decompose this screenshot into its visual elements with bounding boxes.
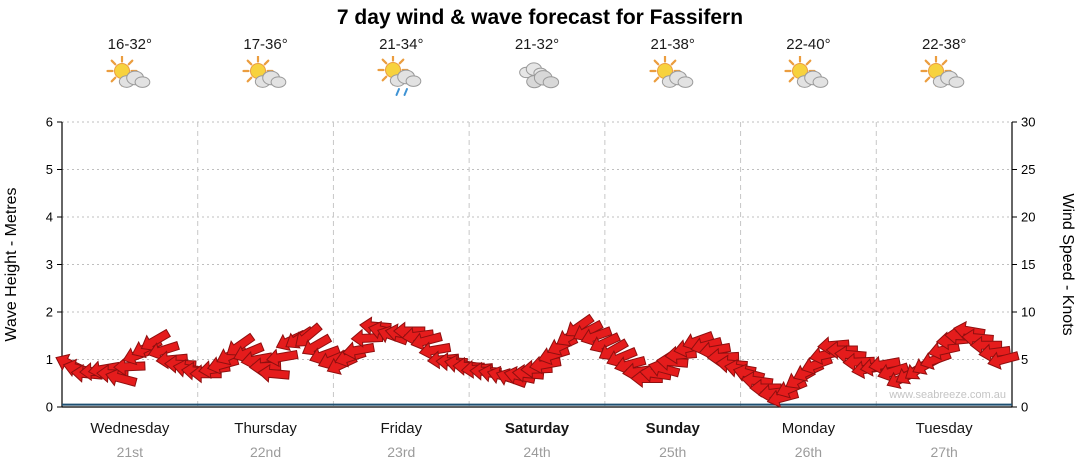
cloud-icon <box>519 62 560 89</box>
temperature-range: 21-34° <box>379 36 424 53</box>
day-name-label: Saturday <box>505 420 570 437</box>
wind-arrow <box>868 355 901 375</box>
wind-arrow <box>978 343 1011 363</box>
wind-arrow-shape <box>589 332 621 354</box>
sun-cloud-icon <box>241 56 286 88</box>
wind-arrow-shape <box>301 333 333 356</box>
day-header: 21-38° <box>613 36 733 103</box>
temperature-range: 21-38° <box>650 36 695 53</box>
temperature-range: 16-32° <box>107 36 153 53</box>
wind-arrow <box>410 332 443 351</box>
left-tick-label: 2 <box>46 305 53 320</box>
day-date-label: 24th <box>523 444 550 460</box>
wind-arrow-shape <box>842 352 875 372</box>
day-header: 21-32° <box>477 36 597 103</box>
temperature-range: 22-40° <box>786 36 831 53</box>
wind-arrow <box>418 341 452 361</box>
wind-arrow-shape <box>418 341 452 361</box>
wind-arrow-shape <box>265 348 299 368</box>
day-date-label: 25th <box>659 444 686 460</box>
wind-arrow <box>877 362 910 382</box>
day-header: 16-32° <box>70 36 190 103</box>
day-header: 17-36° <box>206 36 326 103</box>
temperature-range: 22-38° <box>921 36 967 53</box>
wind-arrow-shape <box>987 351 1020 370</box>
sun-cloud-rain-icon <box>377 56 422 96</box>
wind-arrow <box>589 332 621 354</box>
wind-arrow-shape <box>580 326 613 347</box>
wind-arrow <box>842 352 875 372</box>
wind-arrow <box>301 333 333 356</box>
wind-arrow-shape <box>969 335 1003 355</box>
right-tick-label: 0 <box>1021 400 1028 415</box>
wind-arrow <box>987 351 1020 370</box>
wind-arrow <box>265 348 299 368</box>
day-name-label: Sunday <box>646 420 701 437</box>
wind-arrow-shape <box>342 341 375 361</box>
wind-arrow <box>969 335 1003 355</box>
wind-arrow <box>580 326 613 347</box>
right-tick-label: 20 <box>1021 210 1035 225</box>
day-header: 22-40° <box>748 36 868 103</box>
chart-title: 7 day wind & wave forecast for Fassifern <box>336 6 744 29</box>
left-tick-label: 6 <box>46 115 53 130</box>
day-date-label: 22nd <box>250 444 281 460</box>
day-name-label: Wednesday <box>90 420 169 437</box>
left-tick-label: 1 <box>46 352 53 367</box>
day-date-label: 26th <box>795 444 822 460</box>
right-axis-title: Wind Speed - Knots <box>1059 193 1076 335</box>
day-name-label: Friday <box>380 420 422 437</box>
day-headers: 16-32° 17-36° 21-34° 21-32° 21-38° 22-40… <box>0 36 1080 120</box>
wind-arrow-series <box>55 313 1020 408</box>
left-tick-label: 0 <box>46 400 53 415</box>
left-tick-label: 3 <box>46 257 53 272</box>
wind-arrow <box>342 341 375 361</box>
wind-arrow <box>105 368 138 387</box>
wind-arrow <box>113 357 146 377</box>
day-name-label: Tuesday <box>916 420 973 437</box>
right-tick-label: 10 <box>1021 305 1035 320</box>
day-date-label: 23rd <box>387 444 415 460</box>
watermark-text: www.seabreeze.com.au <box>888 389 1006 401</box>
temperature-range: 21-32° <box>514 36 560 53</box>
right-tick-label: 30 <box>1021 115 1035 130</box>
sun-cloud-icon <box>106 56 151 88</box>
wind-arrow-shape <box>105 368 138 387</box>
wind-arrow <box>147 341 180 361</box>
sun-cloud-icon <box>649 56 694 88</box>
left-axis-title: Wave Height - Metres <box>3 187 20 341</box>
sun-cloud-icon <box>784 56 829 88</box>
day-date-label: 27th <box>931 444 958 460</box>
wind-arrow <box>257 363 290 383</box>
day-name-label: Monday <box>782 420 836 437</box>
wind-arrow-shape <box>868 355 901 375</box>
sun-cloud-icon <box>920 56 965 88</box>
right-tick-label: 25 <box>1021 162 1035 177</box>
wind-arrow <box>647 358 681 378</box>
wind-arrow-shape <box>113 357 146 377</box>
day-header: 22-38° <box>884 36 1004 103</box>
wind-arrow-shape <box>877 362 910 382</box>
right-tick-label: 5 <box>1021 352 1028 367</box>
right-tick-label: 15 <box>1021 257 1035 272</box>
wind-arrow-shape <box>647 358 681 378</box>
left-tick-label: 5 <box>46 162 53 177</box>
left-tick-label: 4 <box>46 210 53 225</box>
day-date-label: 21st <box>117 444 144 460</box>
wind-arrow-shape <box>410 332 443 351</box>
day-header: 21-34° <box>341 36 461 103</box>
day-name-label: Thursday <box>234 420 297 437</box>
temperature-range: 17-36° <box>243 36 288 53</box>
wind-arrow-shape <box>147 341 180 361</box>
wind-arrow-shape <box>978 343 1011 363</box>
wind-arrow-shape <box>257 363 290 383</box>
